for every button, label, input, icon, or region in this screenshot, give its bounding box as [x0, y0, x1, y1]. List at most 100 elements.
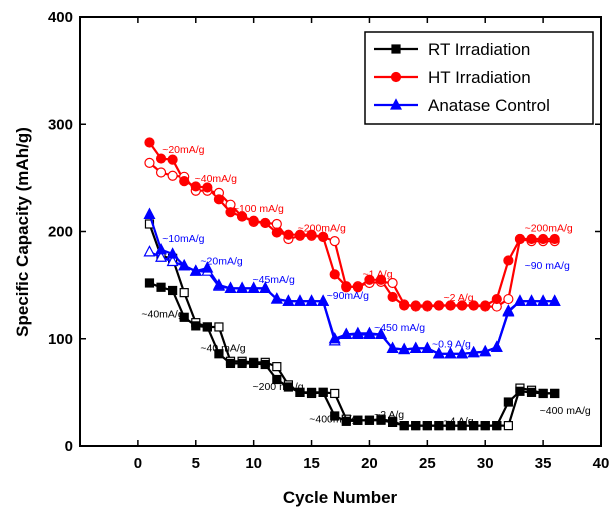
- annotation-label: ~100 mA/g: [233, 203, 284, 215]
- data-point-charge: [259, 281, 272, 293]
- data-point-charge: [421, 341, 434, 354]
- series-rt-irradiation: [144, 219, 560, 431]
- data-point-charge: [294, 229, 306, 240]
- annotation-label: ~200 mA/g: [253, 381, 304, 393]
- data-point-charge: [549, 233, 560, 245]
- data-point-charge: [399, 300, 410, 311]
- legend-marker: [390, 71, 402, 83]
- data-point-charge: [550, 388, 560, 399]
- data-point-discharge: [167, 170, 178, 181]
- data-point-charge: [155, 242, 168, 255]
- data-point-charge: [271, 227, 282, 238]
- annotation-label: ~200mA/g: [525, 223, 573, 235]
- data-point-charge: [202, 322, 212, 332]
- data-point-discharge: [166, 254, 179, 267]
- data-point-charge: [375, 274, 387, 285]
- data-point-charge: [434, 421, 444, 431]
- data-point-charge: [306, 229, 317, 240]
- data-point-charge: [503, 255, 514, 266]
- data-point-charge: [144, 137, 155, 148]
- data-point-discharge: [155, 250, 168, 262]
- data-point-charge: [191, 321, 201, 331]
- data-point-discharge: [503, 421, 513, 431]
- annotation-label: ~4 A/g: [444, 416, 474, 428]
- data-point-charge: [376, 415, 386, 425]
- data-point-charge: [433, 300, 445, 311]
- data-point-charge: [283, 382, 293, 392]
- annotation-label: ~10mA/g: [162, 233, 204, 245]
- legend-label: HT Irradiation: [428, 68, 531, 87]
- data-point-charge: [340, 327, 353, 340]
- data-point-charge: [503, 397, 513, 407]
- data-point-charge: [514, 233, 526, 245]
- data-point-charge: [341, 416, 351, 426]
- data-point-charge: [469, 421, 479, 431]
- annotation-label: ~40mA/g: [141, 308, 183, 320]
- data-point-charge: [318, 387, 328, 397]
- legend-marker: [390, 98, 402, 110]
- data-point-charge: [490, 340, 503, 352]
- legend: RT Irradiation HT Irradiation Anatase Cont…: [364, 31, 594, 125]
- data-point-charge: [341, 281, 352, 292]
- y-tick-label: 0: [65, 438, 73, 455]
- x-axis-label: Cycle Number: [283, 488, 398, 507]
- annotation-label: ~40mA/g: [195, 173, 237, 185]
- data-point-charge: [249, 358, 259, 369]
- data-point-charge: [272, 374, 282, 385]
- y-tick-label: 400: [48, 9, 73, 26]
- data-point-charge: [236, 281, 249, 293]
- data-point-charge: [515, 386, 525, 396]
- data-point-charge: [351, 326, 364, 338]
- data-point-charge: [328, 331, 341, 344]
- annotation-label: ~400mA/g: [309, 413, 357, 425]
- data-point-discharge: [271, 218, 282, 230]
- data-point-charge: [364, 415, 375, 425]
- data-point-discharge: [144, 157, 155, 168]
- y-tick-label: 200: [48, 224, 73, 241]
- data-point-discharge: [179, 288, 189, 298]
- data-point-charge: [317, 294, 330, 306]
- x-tick-label: 30: [477, 455, 494, 472]
- data-point-charge: [411, 421, 421, 431]
- data-series: [143, 137, 561, 431]
- data-point-charge: [156, 282, 166, 292]
- data-point-discharge: [503, 293, 514, 305]
- data-point-charge: [456, 300, 468, 311]
- data-point-charge: [283, 229, 294, 240]
- y-axis-label: Specific Capacity (mAh/g): [13, 127, 32, 337]
- annotation-label: ~40 mA/g: [200, 343, 245, 355]
- data-point-charge: [409, 341, 422, 354]
- data-point-charge: [538, 388, 548, 399]
- data-point-charge: [329, 269, 340, 280]
- data-point-charge: [387, 291, 398, 303]
- x-tick-label: 5: [192, 455, 200, 472]
- data-point-charge: [189, 264, 202, 276]
- annotation-label: ~200mA/g: [298, 223, 346, 235]
- annotation-label: ~2 A/g: [444, 292, 474, 304]
- annotation-label: ~45mA/g: [253, 274, 295, 286]
- data-point-charge: [202, 182, 213, 193]
- data-point-charge: [225, 207, 236, 218]
- data-point-charge: [143, 207, 156, 219]
- series-ht-irradiation: [144, 137, 560, 312]
- x-tick-label: 15: [303, 455, 320, 472]
- annotation-label: ~1 A/g: [362, 269, 392, 281]
- data-point-charge: [353, 415, 363, 425]
- data-point-charge: [386, 341, 399, 354]
- data-point-charge: [295, 387, 305, 397]
- data-point-charge: [155, 153, 167, 164]
- data-point-charge: [422, 300, 433, 311]
- data-point-charge: [375, 327, 388, 340]
- data-point-charge: [190, 181, 201, 192]
- data-point-discharge: [143, 245, 156, 257]
- y-tick-label: 300: [48, 116, 73, 133]
- data-point-charge: [480, 421, 490, 431]
- annotation-label: ~0.9 A/g: [432, 338, 471, 350]
- data-point-charge: [247, 281, 260, 293]
- annotation-label: ~90 mA/g: [525, 260, 570, 272]
- data-point-charge: [214, 349, 224, 359]
- data-point-discharge: [214, 322, 224, 332]
- annotation-label: ~20mA/g: [200, 256, 242, 268]
